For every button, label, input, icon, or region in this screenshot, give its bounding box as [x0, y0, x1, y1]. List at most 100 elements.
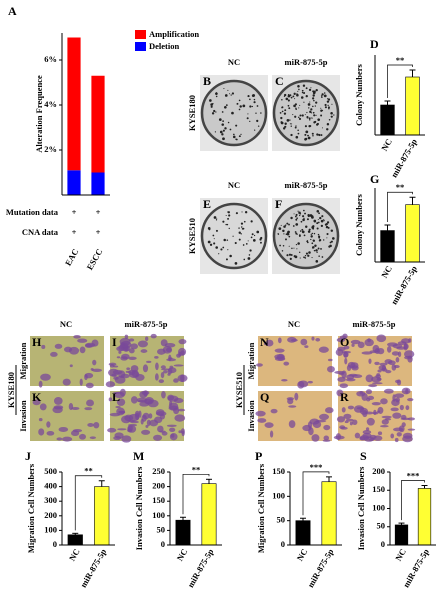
colony: [247, 95, 250, 98]
stained-cell: [408, 338, 412, 343]
colony: [318, 212, 320, 215]
stained-cell: [371, 382, 383, 385]
stained-cell: [394, 393, 405, 398]
colony: [255, 112, 257, 114]
stained-cell: [308, 427, 314, 436]
colony: [290, 216, 293, 220]
bar: [380, 104, 395, 136]
colony: [310, 108, 313, 111]
colony: [295, 107, 297, 109]
colony: [282, 229, 285, 233]
stained-cell: [401, 387, 411, 395]
stained-cell: [361, 351, 373, 355]
stained-cell: [135, 373, 145, 381]
y-tick-label: 50: [377, 521, 386, 531]
colony: [218, 253, 220, 255]
table-row-label: Mutation data: [6, 207, 59, 217]
y-tick-label: 200: [152, 481, 165, 491]
colony: [225, 104, 228, 107]
y-axis-label: Invasion Cell Numbers: [356, 466, 366, 550]
image-letter: R: [340, 390, 349, 404]
colony: [212, 234, 215, 237]
table-cell: +: [72, 207, 77, 217]
colony: [247, 257, 251, 260]
bar: [405, 76, 420, 136]
colony: [320, 134, 323, 136]
stained-cell: [180, 374, 185, 383]
colony: [209, 243, 213, 246]
y-tick-label: 100: [44, 524, 57, 534]
colony: [314, 105, 317, 107]
colony: [297, 90, 299, 92]
colony: [320, 96, 323, 98]
colony: [292, 225, 295, 227]
panel-letter: J: [25, 449, 31, 463]
colony: [318, 255, 320, 257]
colony: [235, 138, 237, 140]
stained-cell: [402, 435, 413, 443]
y-axis-label: Colony Numbers: [354, 63, 364, 125]
legend-label: Deletion: [149, 41, 179, 51]
colony: [232, 135, 236, 139]
colony: [299, 104, 301, 106]
stained-cell: [173, 398, 184, 404]
image-letter: L: [112, 390, 120, 404]
colony: [299, 251, 301, 254]
colony: [331, 103, 333, 105]
colony: [328, 245, 331, 248]
colony: [326, 237, 328, 239]
stained-cell: [341, 370, 347, 379]
table-cell: +: [72, 227, 77, 237]
stained-cell: [368, 438, 375, 441]
stained-cell: [119, 388, 126, 397]
colony: [229, 254, 232, 258]
x-tick-label: miR-875-5p: [389, 264, 419, 306]
error-bar: [409, 69, 416, 77]
stained-cell: [85, 382, 94, 389]
colony: [224, 127, 227, 130]
colony: [225, 258, 228, 261]
colony: [315, 114, 317, 116]
colony: [297, 242, 300, 245]
stained-cell: [178, 338, 187, 345]
colony: [328, 107, 330, 110]
colony: [251, 94, 255, 97]
colony: [312, 105, 314, 108]
y-tick-label: 500: [44, 466, 57, 476]
stained-cell: [169, 365, 174, 369]
stained-cell: [38, 417, 43, 422]
column-header: NC: [228, 57, 240, 67]
colony: [228, 214, 231, 217]
colony: [305, 130, 309, 134]
colony: [326, 128, 329, 131]
y-tick-label: 150: [272, 466, 285, 476]
stained-cell: [283, 361, 290, 366]
colony: [238, 135, 241, 138]
stained-cell: [307, 380, 313, 384]
y-tick-label: 4%: [44, 99, 57, 109]
colony: [295, 218, 298, 221]
colony: [283, 112, 287, 115]
colony: [280, 116, 283, 120]
colony: [240, 133, 242, 135]
colony: [293, 92, 296, 95]
colony: [235, 124, 238, 127]
colony: [277, 233, 279, 235]
colony: [231, 111, 234, 115]
stained-cell: [90, 367, 94, 371]
significance-bracket: [74, 475, 103, 531]
stained-cell: [121, 353, 130, 360]
colony: [242, 104, 246, 108]
stained-cell: [407, 355, 413, 363]
error-bar: [384, 100, 391, 105]
colony: [283, 225, 286, 228]
colony: [321, 256, 324, 258]
stained-cell: [124, 334, 129, 339]
stained-cell: [392, 412, 402, 419]
y-tick-label: 400: [44, 481, 57, 491]
panel-letter: A: [8, 4, 17, 18]
colony: [221, 123, 224, 126]
colony: [318, 221, 320, 224]
stained-cell: [108, 397, 113, 402]
colony: [278, 227, 282, 230]
